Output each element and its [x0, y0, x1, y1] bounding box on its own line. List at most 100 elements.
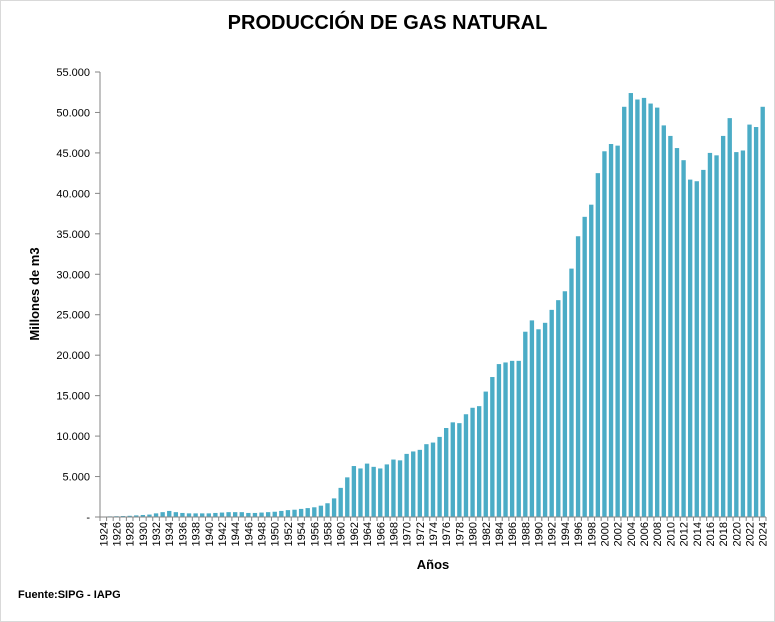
- x-tick-label: 1934: [164, 522, 176, 546]
- x-axis-ticks: 1924 1926 1928 1930 1932 1934 1936 1938 1940 1942…: [98, 517, 770, 546]
- x-tick-label: 2018: [718, 522, 730, 546]
- bar-1961: [345, 477, 350, 517]
- bar-1972: [417, 449, 422, 517]
- bar-1933: [160, 512, 165, 517]
- x-tick-label: 1984: [494, 522, 506, 546]
- x-tick-label: 2012: [679, 522, 691, 546]
- bar-1943: [226, 512, 231, 517]
- bar-1991: [542, 322, 548, 517]
- x-tick-label: 1946: [243, 522, 255, 546]
- bar-1971: [411, 451, 416, 517]
- source-note: Fuente:SIPG - IAPG: [18, 589, 121, 601]
- bar-1957: [318, 505, 324, 517]
- x-tick-label: 2024: [758, 522, 770, 546]
- x-tick-label: 2006: [639, 522, 651, 546]
- x-tick-label: 1928: [125, 522, 137, 546]
- bar-1936: [180, 512, 185, 517]
- chart-title: PRODUCCIÓN DE GAS NATURAL: [227, 12, 548, 34]
- bar-1950: [272, 511, 277, 517]
- bar-1952: [285, 510, 291, 517]
- bar-1965: [371, 466, 376, 517]
- x-tick-label: 1930: [138, 522, 150, 546]
- bar-1934: [167, 510, 172, 517]
- bar-1987: [516, 360, 521, 517]
- x-tick-label: 1924: [98, 522, 110, 546]
- x-tick-label: 2014: [692, 522, 704, 546]
- x-tick-label: 1976: [441, 522, 453, 546]
- bar-1980: [470, 407, 475, 517]
- x-tick-label: 1944: [230, 522, 242, 546]
- bar-1985: [503, 362, 508, 517]
- bar-1986: [509, 360, 515, 517]
- bar-1939: [200, 513, 205, 517]
- bar-1997: [582, 216, 587, 517]
- x-tick-label: 1974: [428, 522, 440, 546]
- bar-2024: [760, 106, 765, 517]
- bar-1944: [233, 512, 238, 517]
- bar-1966: [378, 468, 383, 517]
- x-tick-label: 2022: [745, 522, 757, 546]
- bar-1978: [457, 423, 462, 517]
- bar-2006: [641, 97, 647, 517]
- x-tick-label: 1940: [204, 522, 216, 546]
- y-tick-label: 30.000: [56, 269, 90, 281]
- bar-1979: [463, 414, 469, 517]
- x-tick-label: 1964: [362, 522, 374, 546]
- bar-2002: [615, 145, 620, 517]
- y-tick-label: 50.000: [56, 107, 90, 119]
- bar-1975: [437, 436, 442, 517]
- bar-1973: [424, 444, 429, 517]
- x-tick-label: 1962: [349, 522, 361, 546]
- y-tick-label: 15.000: [56, 391, 90, 403]
- bar-2013: [687, 179, 693, 518]
- bar-1948: [259, 512, 264, 517]
- y-tick-label: 35.000: [56, 229, 90, 241]
- bar-1963: [358, 468, 363, 517]
- bar-1989: [529, 320, 535, 517]
- x-tick-label: 1980: [468, 522, 480, 546]
- bar-1990: [536, 329, 541, 517]
- x-tick-label: 1990: [534, 522, 546, 546]
- bar-1956: [312, 507, 317, 517]
- x-tick-label: 1960: [336, 522, 348, 546]
- bar-2008: [655, 107, 660, 517]
- y-axis-title: Millones de m3: [27, 247, 42, 340]
- bar-2005: [635, 99, 640, 517]
- bar-1970: [404, 453, 409, 517]
- x-tick-label: 2020: [731, 522, 743, 546]
- x-tick-label: 1970: [402, 522, 414, 546]
- x-tick-label: 1950: [270, 522, 282, 546]
- bar-1931: [147, 514, 152, 517]
- x-tick-label: 1982: [481, 522, 493, 546]
- x-tick-label: 1994: [560, 522, 572, 546]
- bar-1996: [575, 236, 581, 517]
- bar-1998: [589, 204, 594, 517]
- bar-1984: [496, 364, 502, 517]
- bar-2000: [602, 151, 607, 518]
- bar-2007: [648, 103, 653, 518]
- bar-1953: [292, 509, 297, 517]
- x-tick-label: 1988: [520, 522, 532, 546]
- bar-1959: [331, 498, 337, 517]
- bar-1940: [206, 513, 211, 517]
- x-tick-label: 1996: [573, 522, 585, 546]
- bar-1946: [246, 512, 251, 517]
- bar-1932: [153, 513, 159, 517]
- y-axis-ticks: - 5.000 10.000 15.000 20.000 25.000 30.000 35.0…: [56, 67, 100, 524]
- x-tick-label: 2008: [652, 522, 664, 546]
- x-tick-label: 1968: [388, 522, 400, 546]
- x-tick-label: 1926: [111, 522, 123, 546]
- x-tick-label: 1942: [217, 522, 229, 546]
- bar-2020: [734, 152, 739, 517]
- bar-2021: [740, 150, 746, 518]
- bar-1977: [450, 422, 455, 517]
- bar-2014: [694, 181, 699, 518]
- x-tick-label: 1954: [296, 522, 308, 546]
- bar-2001: [608, 144, 614, 517]
- bar-2016: [707, 152, 713, 517]
- bar-2022: [747, 124, 752, 517]
- bar-1999: [595, 173, 601, 517]
- bar-1983: [490, 377, 495, 517]
- bar-2004: [628, 93, 633, 517]
